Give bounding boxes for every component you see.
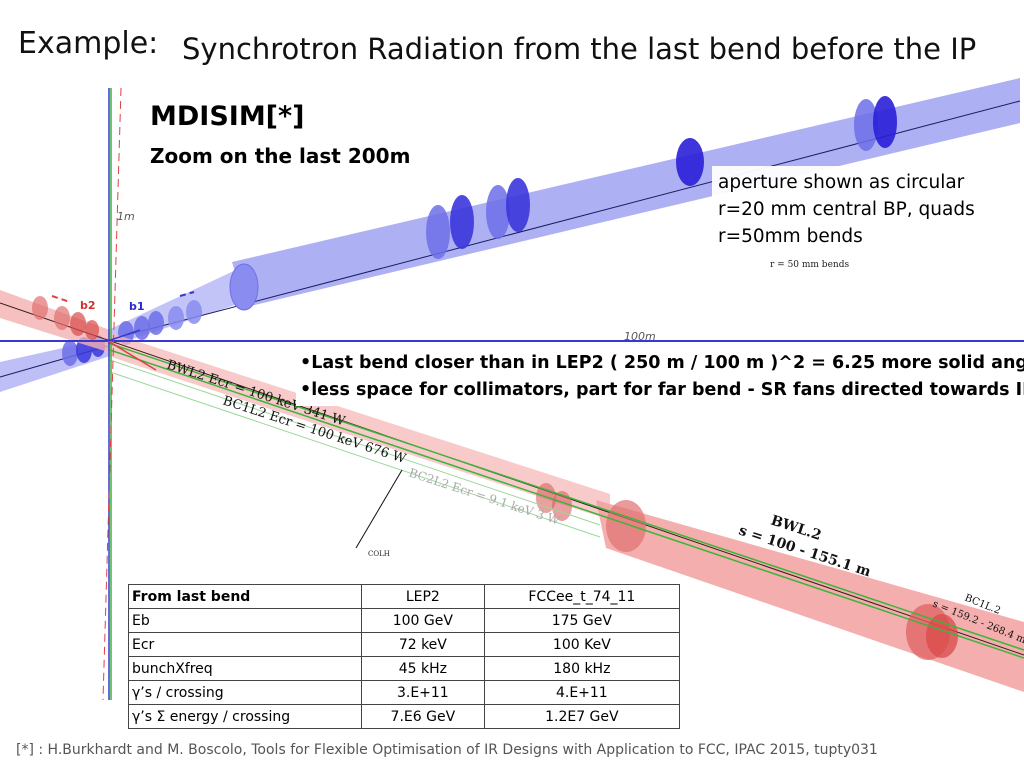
beam-b1-label: b1: [129, 300, 145, 313]
table-cell: 180 kHz: [483, 656, 681, 681]
table-header-cell: LEP2: [361, 584, 485, 609]
table-cell: 72 keV: [361, 632, 485, 657]
tool-name: MDISIM[*]: [150, 101, 305, 132]
table-cell: Eb: [128, 608, 362, 633]
table-cell: bunchXfreq: [128, 656, 362, 681]
table-row: γ’s Σ energy / crossing 7.E6 GeV 1.2E7 G…: [128, 704, 681, 729]
table-cell: 100 KeV: [483, 632, 681, 657]
table-cell: 45 kHz: [361, 656, 485, 681]
aperture-note-line: r=20 mm central BP, quads: [718, 199, 975, 220]
sr-fan-lines: [107, 342, 1024, 659]
bullet-dot-icon: •: [300, 380, 312, 400]
axis-100m-label: 100m: [624, 330, 656, 343]
table-row: γ’s / crossing 3.E+11 4.E+11: [128, 680, 681, 705]
table-cell: 4.E+11: [483, 680, 681, 705]
table-header-row: From last bend LEP2 FCCee_t_74_11: [128, 584, 681, 609]
table-cell: 3.E+11: [361, 680, 485, 705]
table-row: Ecr 72 keV 100 KeV: [128, 632, 681, 657]
beam-b2-label: b2: [80, 299, 96, 312]
bullet-text: less space for collimators, part for far…: [311, 380, 1024, 400]
table-cell: Ecr: [128, 632, 362, 657]
slide-title: Synchrotron Radiation from the last bend…: [182, 32, 977, 66]
bullet-dot-icon: •: [300, 353, 312, 373]
table-cell: 1.2E7 GeV: [483, 704, 681, 729]
table-cell: 100 GeV: [361, 608, 485, 633]
bullet-list: • Last bend closer than in LEP2 ( 250 m …: [296, 348, 1024, 406]
table-cell: γ’s Σ energy / crossing: [128, 704, 362, 729]
blue-beam-pipe: [107, 78, 1021, 346]
footnote: [*] : H.Burkhardt and M. Boscolo, Tools …: [16, 742, 878, 758]
table-header-cell: FCCee_t_74_11: [483, 584, 681, 609]
aperture-note-line: aperture shown as circular: [718, 172, 965, 193]
table-cell: γ’s / crossing: [128, 680, 362, 705]
axes: [0, 87, 1024, 701]
axis-1m-label: 1m: [117, 210, 135, 223]
tool-subtitle: Zoom on the last 200m: [150, 144, 411, 168]
bullet-item: • Last bend closer than in LEP2 ( 250 m …: [296, 350, 1024, 377]
bullet-text: Last bend closer than in LEP2 ( 250 m / …: [311, 353, 1024, 373]
coll-pointer: [355, 469, 403, 549]
table-cell: 7.E6 GeV: [361, 704, 485, 729]
table-row: Eb 100 GeV 175 GeV: [128, 608, 681, 633]
slide-label: Example:: [18, 26, 159, 61]
table-cell: 175 GeV: [483, 608, 681, 633]
comparison-table: From last bend LEP2 FCCee_t_74_11 Eb 100…: [128, 584, 681, 729]
table-header-cell: From last bend: [128, 584, 362, 609]
aperture-note-line: r=50mm bends: [718, 226, 863, 247]
bullet-item: • less space for collimators, part for f…: [296, 377, 1024, 404]
r-bends-label: r = 50 mm bends: [770, 260, 849, 270]
coll-label: COLH: [368, 550, 390, 558]
table-row: bunchXfreq 45 kHz 180 kHz: [128, 656, 681, 681]
aperture-note: aperture shown as circular r=20 mm centr…: [712, 166, 1024, 253]
red-beam-pipe: [0, 290, 1024, 692]
